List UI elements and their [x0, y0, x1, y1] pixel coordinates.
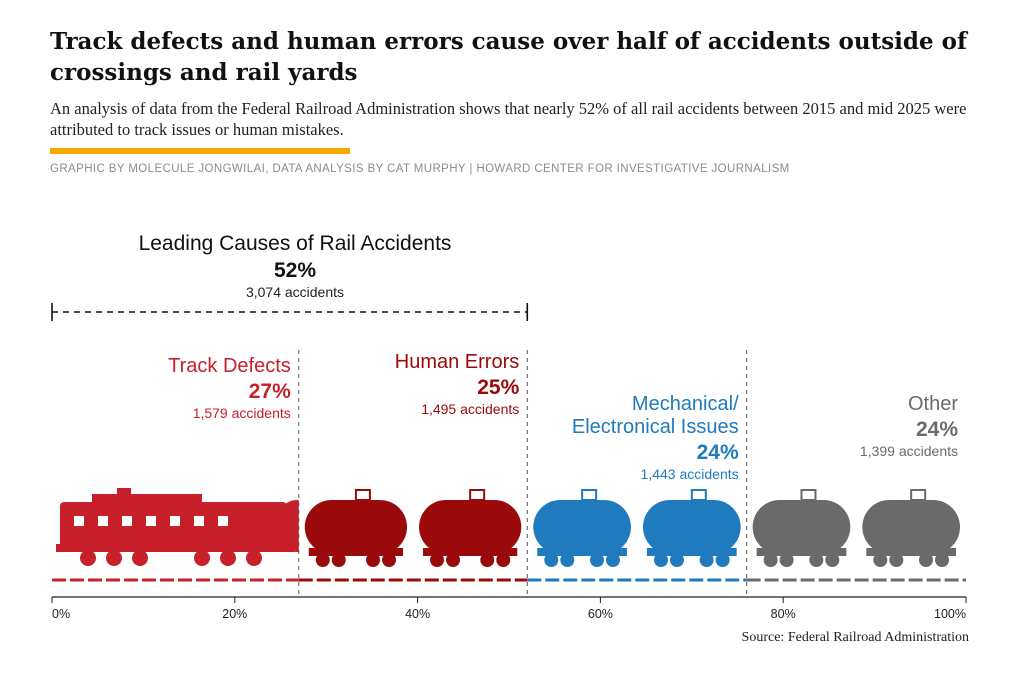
locomotive-window [194, 516, 204, 526]
locomotive-window [146, 516, 156, 526]
segment-track-defects [52, 488, 299, 582]
category-name: Track Defects [168, 355, 291, 377]
tank-car [419, 500, 522, 554]
wheel [935, 553, 949, 567]
category-name: Mechanical/ [632, 393, 739, 415]
tank-dome [800, 489, 817, 501]
tank-dome [469, 489, 486, 501]
tick-label: 80% [771, 607, 796, 621]
tick-label: 0% [52, 607, 70, 621]
wheel [779, 553, 794, 567]
wheel [699, 553, 714, 567]
wheel [106, 550, 122, 566]
wheel [605, 553, 620, 567]
category-accidents: 1,579 accidents [193, 405, 291, 421]
locomotive-window [98, 516, 108, 526]
wheel [560, 553, 575, 567]
wheel [669, 553, 684, 567]
wheel [715, 553, 730, 567]
locomotive-window [122, 516, 132, 526]
chart-subtitle: An analysis of data from the Federal Rai… [50, 99, 967, 139]
category-percent: 25% [477, 376, 519, 399]
category-accidents: 1,399 accidents [860, 443, 958, 459]
train-segments [52, 488, 966, 582]
train-body [533, 489, 741, 567]
locomotive-roof [92, 494, 202, 504]
wheel [589, 553, 604, 567]
train-body [752, 489, 960, 567]
category-percent: 27% [249, 380, 291, 403]
wheel [809, 553, 824, 567]
tank-dome [581, 489, 598, 501]
wheel [246, 550, 262, 566]
segment-mechanical-electronical-issues [527, 489, 747, 582]
wheel [194, 550, 210, 566]
wheel [446, 553, 461, 567]
category-percent: 24% [697, 441, 739, 464]
tank-frame [756, 548, 847, 556]
tank-frame [423, 548, 518, 556]
locomotive-stack [117, 488, 131, 496]
wheel [331, 553, 346, 567]
tank-dome [910, 489, 927, 501]
wheel [496, 553, 511, 567]
category-labels: Track Defects 27% 1,579 accidents Human Err… [168, 350, 958, 595]
wheel [763, 553, 778, 567]
tank-dome [354, 489, 371, 501]
accent-bar [50, 148, 350, 154]
wheel [430, 553, 445, 567]
category-accidents: 1,495 accidents [421, 401, 519, 417]
wheel [80, 550, 96, 566]
x-axis: 0% 20% 40% 60% 80% 100% [51, 596, 967, 621]
tick-label: 20% [222, 607, 247, 621]
wheel [220, 550, 236, 566]
leading-total-percent: 52% [274, 259, 316, 282]
train-body [56, 488, 299, 566]
wheel [825, 553, 840, 567]
segment-human-errors [298, 489, 528, 582]
locomotive-window [170, 516, 180, 526]
category-name: Human Errors [395, 351, 519, 373]
tick-label: 100% [934, 607, 966, 621]
segment-other [746, 489, 966, 582]
tank-car [642, 500, 741, 554]
wheel [382, 553, 397, 567]
chart-headline: Track defects and human errors cause ove… [50, 28, 967, 86]
tank-car [862, 500, 960, 554]
category-accidents: 1,443 accidents [641, 466, 739, 482]
leading-total-accidents: 3,074 accidents [246, 284, 344, 300]
locomotive-frame [56, 544, 295, 552]
locomotive-window [218, 516, 228, 526]
tank-frame [646, 548, 737, 556]
tank-dome [690, 489, 707, 501]
category-percent: 24% [916, 418, 958, 441]
tank-frame [308, 548, 404, 556]
tick-label: 60% [588, 607, 613, 621]
wheel [873, 553, 888, 567]
chart-title: Leading Causes of Rail Accidents [139, 232, 452, 255]
train-body [304, 489, 522, 567]
wheel [480, 553, 495, 567]
category-name: Other [908, 393, 958, 415]
graphic-credit: GRAPHIC BY MOLECULE JONGWILAI, DATA ANAL… [50, 163, 790, 175]
wheel [653, 553, 668, 567]
tank-car [752, 500, 851, 554]
tick-label: 40% [405, 607, 430, 621]
source-note: Source: Federal Railroad Administration [741, 630, 969, 645]
wheel [889, 553, 904, 567]
wheel [132, 550, 148, 566]
wheel [919, 553, 933, 567]
wheel [366, 553, 381, 567]
locomotive-window [74, 516, 84, 526]
tank-edge [276, 500, 299, 552]
wheel [544, 553, 559, 567]
leading-bracket [51, 303, 529, 321]
tank-frame [866, 548, 956, 556]
wheel [315, 553, 330, 567]
tank-car [533, 500, 631, 554]
category-name: Electronical Issues [572, 416, 739, 438]
tank-frame [537, 548, 627, 556]
tank-car [304, 500, 408, 554]
